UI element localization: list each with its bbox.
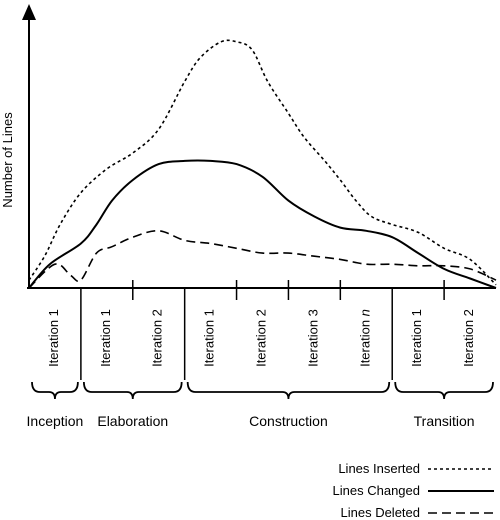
phase-brace (82, 381, 183, 400)
series-line-lines-inserted (28, 39, 497, 286)
legend-label: Lines Inserted (338, 461, 420, 476)
iteration-label: Iteration 1 (202, 309, 217, 367)
y-axis-label: Number of Lines (0, 112, 15, 208)
phase-label: Elaboration (97, 413, 168, 429)
iteration-label: Iteration 2 (254, 309, 269, 367)
phase-labels: Inception Elaboration Construction Transiti… (27, 413, 475, 429)
iteration-labels: Iteration 1 Iteration 1 Iteration 2 Iterati… (46, 309, 476, 367)
iteration-ticks (80, 280, 445, 380)
phase-brace (394, 381, 494, 400)
iteration-label: Iteration 2 (461, 309, 476, 367)
phase-braces (31, 381, 494, 400)
series-line-lines-deleted (28, 229, 497, 289)
iteration-label: Iteration 1 (46, 309, 61, 367)
y-axis-arrow (22, 4, 36, 20)
series-group (28, 39, 497, 289)
legend-label: Lines Deleted (341, 505, 421, 520)
legend-label: Lines Changed (333, 483, 420, 498)
iteration-label: Iteration 1 (410, 309, 425, 367)
legend: Lines Inserted Lines Changed Lines Deleted (333, 461, 494, 520)
series-line-lines-changed (28, 159, 497, 289)
phase-label: Construction (249, 413, 328, 429)
iteration-label: Iteration n (358, 309, 373, 367)
phase-label: Inception (27, 413, 84, 429)
phase-brace (186, 381, 391, 400)
phase-label: Transition (414, 413, 475, 429)
iteration-label: Iteration 2 (150, 309, 165, 367)
iteration-label: Iteration 3 (306, 309, 321, 367)
iteration-label: Iteration 1 (98, 309, 113, 367)
phase-brace (31, 381, 79, 400)
